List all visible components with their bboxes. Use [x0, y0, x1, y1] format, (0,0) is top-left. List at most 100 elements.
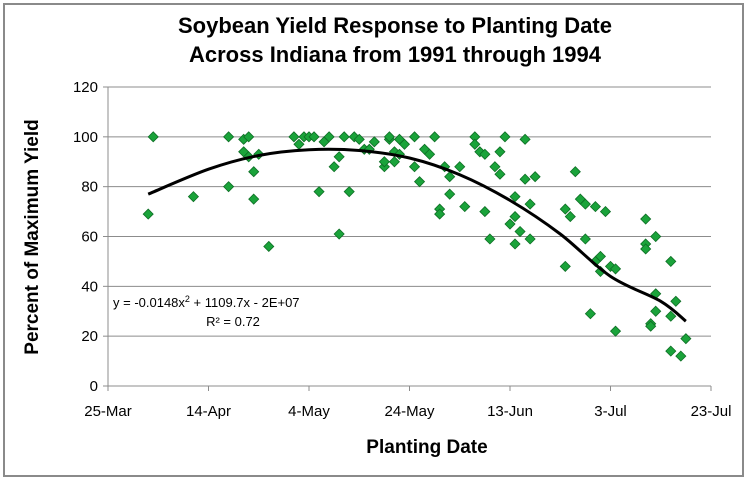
y-tick-label: 40	[81, 278, 98, 295]
data-point	[499, 131, 511, 143]
equation-superscript: 2	[185, 294, 190, 304]
data-point	[609, 263, 622, 275]
data-point	[243, 131, 255, 143]
chart-title-line-1: Soybean Yield Response to Planting Date	[178, 13, 612, 38]
data-point	[248, 166, 260, 178]
data-point	[665, 345, 677, 357]
data-point	[408, 161, 421, 173]
data-point	[187, 191, 199, 203]
data-point	[564, 211, 576, 223]
trend-equation: y = -0.0148x2 + 1109.7x - 2E+07	[113, 294, 300, 310]
data-point	[479, 148, 491, 160]
data-point	[288, 131, 300, 143]
x-tick-label: 24-May	[384, 403, 435, 420]
data-point	[509, 238, 521, 250]
y-tick-label: 60	[81, 229, 98, 246]
data-point	[459, 201, 471, 213]
data-point	[313, 186, 325, 198]
data-point	[333, 151, 345, 163]
data-point	[333, 228, 345, 240]
data-point	[569, 166, 581, 178]
equation-rest: + 1109.7x - 2E+07	[190, 295, 300, 310]
data-point	[413, 176, 426, 188]
data-point	[383, 131, 395, 143]
x-tick-label: 25-Mar	[84, 403, 132, 420]
data-point	[494, 168, 506, 180]
data-point	[514, 225, 526, 238]
data-point	[594, 250, 607, 262]
x-tick-label: 23-Jul	[691, 403, 732, 420]
trendline	[147, 147, 687, 323]
data-point	[323, 131, 335, 143]
x-tick-label: 13-Jun	[487, 403, 533, 420]
data-point	[142, 208, 154, 220]
data-point	[640, 243, 652, 255]
data-point	[388, 156, 400, 168]
data-point	[444, 171, 456, 183]
data-point	[529, 171, 541, 183]
data-point	[519, 173, 531, 185]
data-point	[398, 138, 411, 150]
data-point	[559, 260, 571, 272]
x-tick-label: 3-Jul	[594, 403, 627, 420]
data-point	[408, 131, 421, 143]
y-tick-label: 120	[73, 79, 98, 96]
data-point	[429, 131, 441, 143]
data-point	[444, 188, 456, 200]
data-point	[223, 181, 235, 193]
data-point	[509, 211, 521, 223]
y-tick-label: 100	[73, 129, 98, 146]
x-axis-title: Planting Date	[366, 437, 487, 458]
data-point	[640, 213, 652, 225]
data-point	[338, 131, 350, 143]
data-point	[434, 208, 446, 220]
data-point	[479, 206, 491, 218]
data-point	[584, 308, 596, 320]
y-tick-label: 0	[90, 378, 98, 395]
data-point	[524, 233, 536, 245]
data-point	[378, 156, 390, 168]
data-point	[469, 138, 481, 150]
chart-frame	[3, 3, 744, 477]
data-point	[665, 310, 677, 322]
data-point	[489, 161, 501, 173]
data-point	[147, 131, 159, 143]
data-point	[645, 320, 657, 332]
data-point	[589, 201, 601, 213]
data-point	[343, 186, 355, 198]
data-point	[519, 133, 531, 145]
data-point	[424, 148, 436, 160]
data-point	[524, 198, 536, 210]
equation-main: y = -0.0148x	[113, 295, 185, 310]
data-point	[368, 136, 380, 148]
r-squared-label: R² = 0.72	[206, 314, 260, 329]
data-point	[328, 161, 340, 173]
x-tick-label: 14-Apr	[186, 403, 231, 420]
y-tick-label: 80	[81, 179, 98, 196]
data-point	[504, 218, 516, 230]
data-point	[484, 233, 496, 245]
x-tick-label: 4-May	[288, 403, 330, 420]
data-point	[599, 206, 612, 218]
chart-title-line-2: Across Indiana from 1991 through 1994	[189, 42, 602, 67]
data-point	[263, 240, 275, 253]
data-point	[579, 233, 591, 245]
axes	[103, 86, 712, 391]
data-point	[665, 255, 677, 267]
y-axis-title: Percent of Maximum Yield	[22, 119, 43, 354]
data-point	[579, 198, 591, 210]
data-point	[609, 325, 622, 337]
x-tick-labels: 25-Mar 14-Apr 4-May 24-May 13-Jun 3-Jul 23-Jul	[84, 403, 731, 420]
data-point	[650, 305, 662, 317]
data-point	[680, 333, 692, 345]
data-point	[675, 350, 687, 362]
data-point	[650, 230, 662, 243]
data-point	[670, 295, 682, 307]
gridlines	[108, 86, 711, 387]
y-tick-label: 20	[81, 328, 98, 345]
data-points	[142, 131, 692, 362]
data-point	[353, 133, 365, 145]
data-point	[223, 131, 235, 143]
data-point	[308, 131, 320, 143]
